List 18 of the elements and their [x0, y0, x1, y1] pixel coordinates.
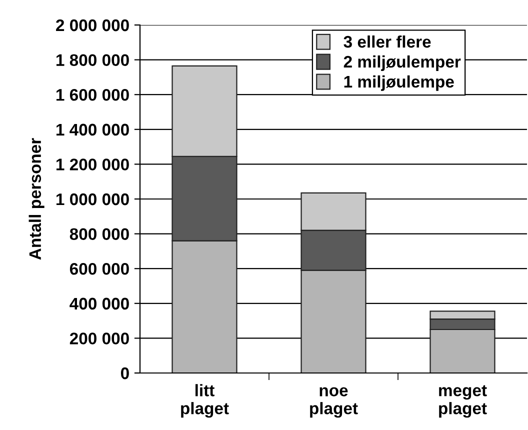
- y-tick-label: 1 800 000: [56, 54, 129, 66]
- x-tick-label: noe plaget: [310, 387, 358, 418]
- x-tick-label: litt plaget: [181, 384, 229, 418]
- legend-label: 3 eller flere: [344, 35, 431, 48]
- y-tick-label: 1 400 000: [56, 124, 129, 136]
- y-tick-label: 0: [120, 367, 129, 380]
- y-tick-label: 400 000: [70, 298, 129, 310]
- y-axis-title: Antall personer: [28, 138, 44, 260]
- y-tick-label: 600 000: [70, 263, 129, 275]
- y-tick-label: 800 000: [70, 228, 129, 240]
- x-tick-label: meget plaget: [439, 385, 487, 418]
- legend-label: 2 miljøulemper: [344, 55, 461, 71]
- y-tick-label: 1 000 000: [56, 193, 129, 206]
- y-tick-label: 1 600 000: [56, 89, 129, 101]
- y-tick-label: 2 000 000: [56, 19, 129, 32]
- legend-label: 1 miljøulempe: [344, 75, 454, 91]
- y-tick-label: 200 000: [70, 332, 129, 344]
- y-tick-label: 1 200 000: [56, 158, 129, 170]
